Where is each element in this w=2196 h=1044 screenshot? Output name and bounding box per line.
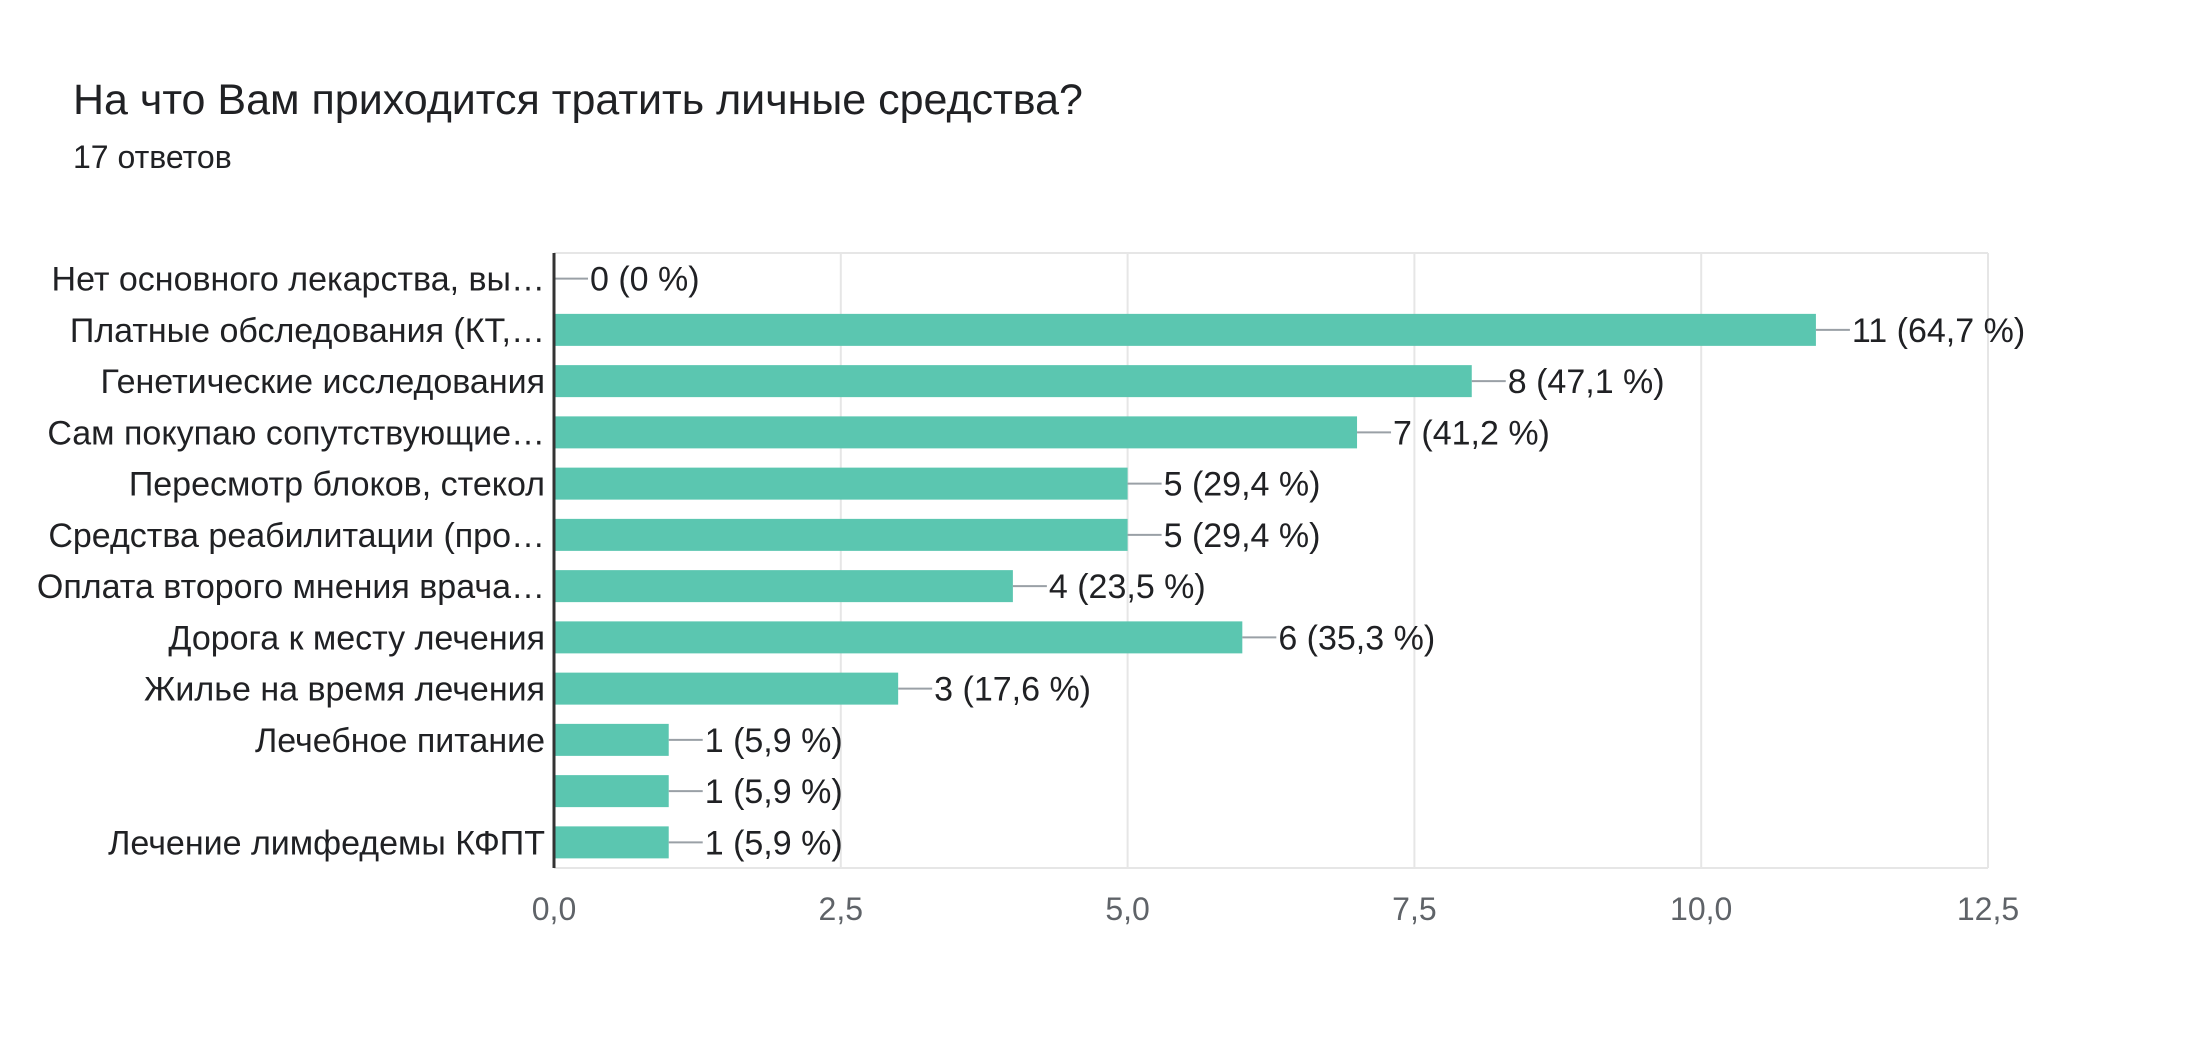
bar — [554, 313, 1816, 346]
x-tick-label: 7,5 — [1392, 891, 1436, 927]
category-label: Платные обследования (КТ,… — [70, 312, 545, 350]
category-label: Пересмотр блоков, стекол — [129, 466, 545, 504]
value-label: 7 (41,2 %) — [1393, 414, 1550, 452]
bar — [554, 672, 899, 705]
category-label: Сам покупаю сопутствующие… — [47, 414, 545, 452]
category-label: Дорога к месту лечения — [168, 619, 545, 657]
chart-title: На что Вам приходится тратить личные сре… — [73, 76, 1083, 124]
value-label: 1 (5,9 %) — [705, 824, 843, 862]
value-label: 5 (29,4 %) — [1164, 466, 1321, 504]
category-label: Нет основного лекарства, вы… — [52, 261, 545, 299]
bar — [554, 365, 1472, 398]
value-label: 3 (17,6 %) — [934, 671, 1091, 709]
bar — [554, 518, 1128, 551]
bar — [554, 775, 669, 808]
bars — [554, 313, 1816, 859]
bar — [554, 570, 1013, 603]
category-label: Жилье на время лечения — [144, 671, 545, 709]
value-label: 1 (5,9 %) — [705, 722, 843, 760]
x-tick-labels: 0,0 2,5 5,0 7,5 10,0 12,5 — [532, 891, 2019, 927]
bar — [554, 467, 1128, 500]
leader-lines — [554, 277, 1850, 844]
bar — [554, 723, 669, 756]
x-tick-label: 10,0 — [1670, 891, 1732, 927]
bar — [554, 621, 1243, 654]
value-label: 5 (29,4 %) — [1164, 517, 1321, 555]
response-count: 17 ответов — [73, 139, 232, 175]
value-label: 1 (5,9 %) — [705, 773, 843, 811]
value-label: 8 (47,1 %) — [1508, 363, 1665, 401]
value-label: 11 (64,7 %) — [1852, 312, 2025, 350]
value-label: 4 (23,5 %) — [1049, 568, 1206, 606]
bar — [554, 416, 1358, 449]
x-tick-label: 5,0 — [1105, 891, 1149, 927]
grid-lines — [554, 252, 1989, 869]
chart-header: На что Вам приходится тратить личные сре… — [73, 72, 1083, 177]
category-label: Генетические исследования — [100, 363, 545, 401]
category-label: Средства реабилитации (про… — [48, 517, 545, 555]
value-label: 0 (0 %) — [590, 261, 700, 299]
category-label: Лечение лимфедемы КФПТ — [108, 824, 545, 862]
x-tick-label: 0,0 — [532, 891, 576, 927]
x-tick-label: 2,5 — [819, 891, 863, 927]
category-label: Лечебное питание — [255, 722, 545, 760]
value-label: 6 (35,3 %) — [1278, 619, 1435, 657]
category-labels: Нет основного лекарства, вы… Платные обсл… — [37, 261, 545, 863]
bar — [554, 826, 669, 859]
x-tick-label: 12,5 — [1957, 891, 2019, 927]
value-labels: 0 (0 %) 11 (64,7 %) 8 (47,1 %) 7 (41,2 %) 5 … — [590, 261, 2025, 863]
category-label: Оплата второго мнения врача… — [37, 568, 545, 606]
